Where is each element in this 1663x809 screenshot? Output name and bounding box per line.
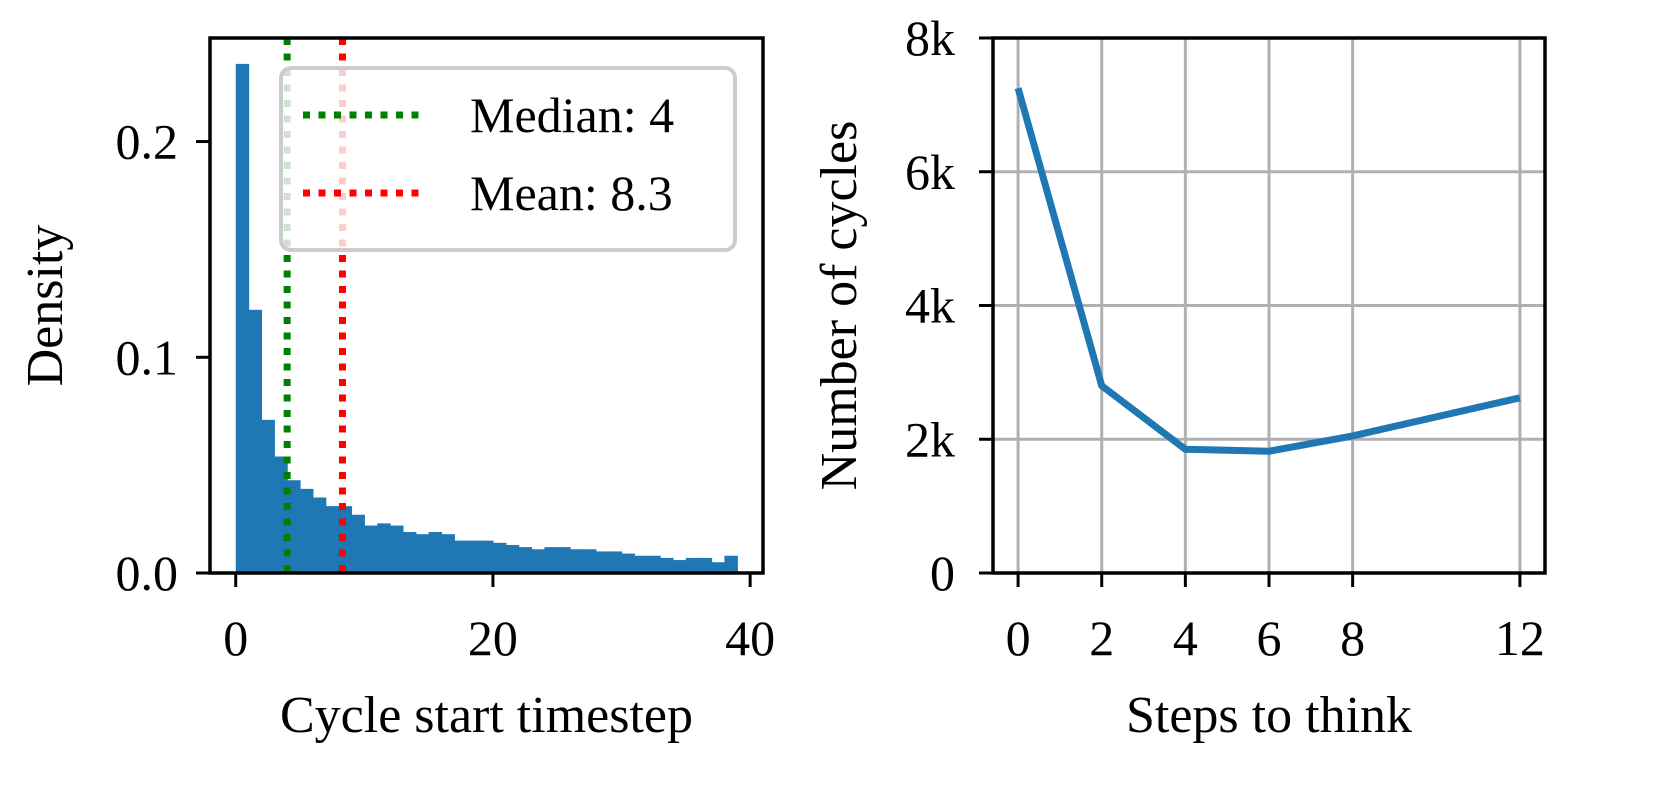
histogram-bar: [325, 506, 340, 573]
histogram-bar: [505, 544, 520, 573]
x-tick-label: 0: [223, 610, 248, 666]
y-axis-label: Number of cycles: [811, 121, 868, 491]
histogram-bar: [634, 555, 648, 573]
histogram-bar: [724, 555, 738, 573]
y-tick-label: 2k: [905, 411, 955, 467]
histogram-bar: [274, 456, 288, 573]
histogram-bar: [312, 497, 327, 573]
histogram-bar: [364, 525, 378, 573]
histogram-bar: [544, 547, 558, 573]
histogram-bar: [582, 549, 597, 573]
histogram-chart: Median: 4 Mean: 8.3 0 20 40 0.0 0.1 0.2 Cycle st…: [17, 36, 775, 744]
y-tick-label: 0.2: [116, 114, 179, 170]
histogram-bar: [672, 560, 687, 573]
legend-label: Mean: 8.3: [470, 165, 673, 221]
histogram-bar: [300, 488, 314, 573]
histogram-bar: [377, 523, 391, 573]
histogram-bar: [711, 562, 726, 573]
histogram-bar: [415, 534, 430, 573]
x-tick-label: 6: [1257, 610, 1282, 666]
histogram-bar: [647, 555, 661, 573]
histogram-bar: [441, 534, 455, 573]
histogram-bar: [235, 63, 250, 574]
histogram-bar: [660, 557, 674, 573]
x-axis-label: Steps to think: [1126, 687, 1412, 744]
y-tick-label: 0.1: [116, 329, 179, 385]
histogram-bar: [570, 549, 584, 573]
x-tick-label: 12: [1495, 610, 1545, 666]
y-tick-label: 0.0: [116, 545, 179, 601]
histogram-bar: [402, 532, 417, 573]
histogram-bar: [261, 419, 275, 573]
histogram-bar: [621, 553, 635, 573]
histogram-bar: [531, 549, 545, 573]
legend-label: Median: 4: [470, 87, 674, 143]
x-axis-label: Cycle start timestep: [280, 687, 693, 744]
histogram-bar: [557, 547, 571, 573]
y-tick-label: 8k: [905, 10, 955, 66]
histogram-bar: [428, 532, 443, 573]
histogram-bar: [480, 540, 494, 573]
legend-box: [279, 66, 737, 252]
series-line: [1014, 87, 1521, 455]
x-tick-label: 4: [1173, 610, 1198, 666]
histogram-bar: [390, 525, 404, 573]
histogram-bar: [492, 542, 507, 573]
histogram-bar: [608, 551, 623, 573]
x-tick-label: 20: [468, 610, 518, 666]
histogram-bar: [351, 514, 365, 573]
y-axis-label: Density: [17, 225, 74, 387]
histogram-bar: [698, 557, 713, 573]
line-chart: 0 2 4 6 8 12 0 2k 4k 6k 8k Steps to think Number of …: [811, 10, 1547, 744]
histogram-bar: [685, 557, 700, 573]
x-tick-label: 40: [725, 610, 775, 666]
x-tick-label: 2: [1089, 610, 1114, 666]
histogram-bar: [454, 540, 468, 573]
histogram-bar: [595, 551, 610, 573]
histogram-bar: [518, 547, 533, 573]
y-tick-label: 4k: [905, 278, 955, 334]
x-tick-label: 8: [1340, 610, 1365, 666]
histogram-bar: [467, 540, 481, 573]
histogram-bar: [248, 309, 263, 573]
axes-frame: [208, 36, 765, 575]
y-tick-label: 0: [930, 545, 955, 601]
x-tick-label: 0: [1006, 610, 1031, 666]
y-tick-label: 6k: [905, 144, 955, 200]
